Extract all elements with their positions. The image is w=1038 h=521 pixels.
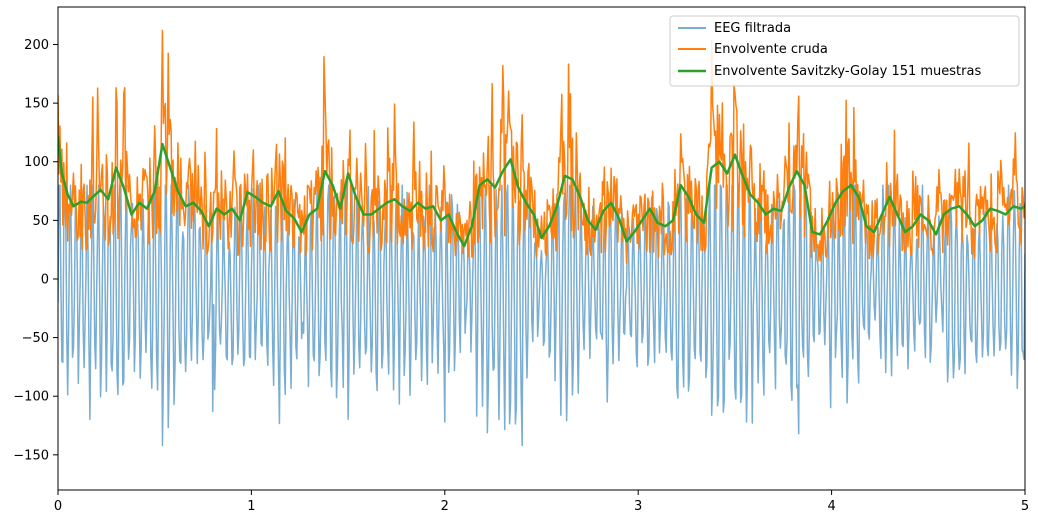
- legend: EEG filtrada Envolvente cruda Envolvente…: [669, 15, 1020, 87]
- x-tick-label: 5: [1021, 499, 1029, 514]
- legend-box: [669, 15, 1020, 87]
- y-axis-ticks: −150 −100 −50 0 50 100 150 200: [13, 38, 58, 463]
- y-tick-label: 50: [32, 214, 49, 229]
- series-layer: [58, 29, 1025, 447]
- legend-label-eeg: EEG filtrada: [714, 21, 791, 36]
- x-tick-label: 3: [634, 499, 642, 514]
- x-tick-label: 0: [54, 499, 62, 514]
- y-tick-label: 200: [24, 38, 49, 53]
- y-tick-label: 100: [24, 155, 49, 170]
- y-tick-label: 0: [41, 272, 49, 287]
- series-line-eeg-filtrada: [58, 184, 1025, 447]
- y-tick-label: −100: [13, 390, 49, 405]
- legend-label-raw-envelope: Envolvente cruda: [714, 42, 828, 57]
- plot-frame: [57, 6, 1026, 491]
- x-tick-label: 2: [441, 499, 449, 514]
- y-tick-label: −150: [13, 448, 49, 463]
- x-tick-label: 4: [827, 499, 835, 514]
- y-tick-label: 150: [24, 97, 49, 112]
- x-axis-ticks: 0 1 2 3 4 5: [54, 490, 1029, 514]
- series-line-envolvente-cruda: [58, 29, 1025, 264]
- x-tick-label: 1: [247, 499, 255, 514]
- legend-label-sg-envelope: Envolvente Savitzky-Golay 151 muestras: [714, 64, 981, 79]
- y-tick-label: −50: [22, 331, 49, 346]
- series-line-envolvente-savitzky-golay: [58, 135, 1025, 248]
